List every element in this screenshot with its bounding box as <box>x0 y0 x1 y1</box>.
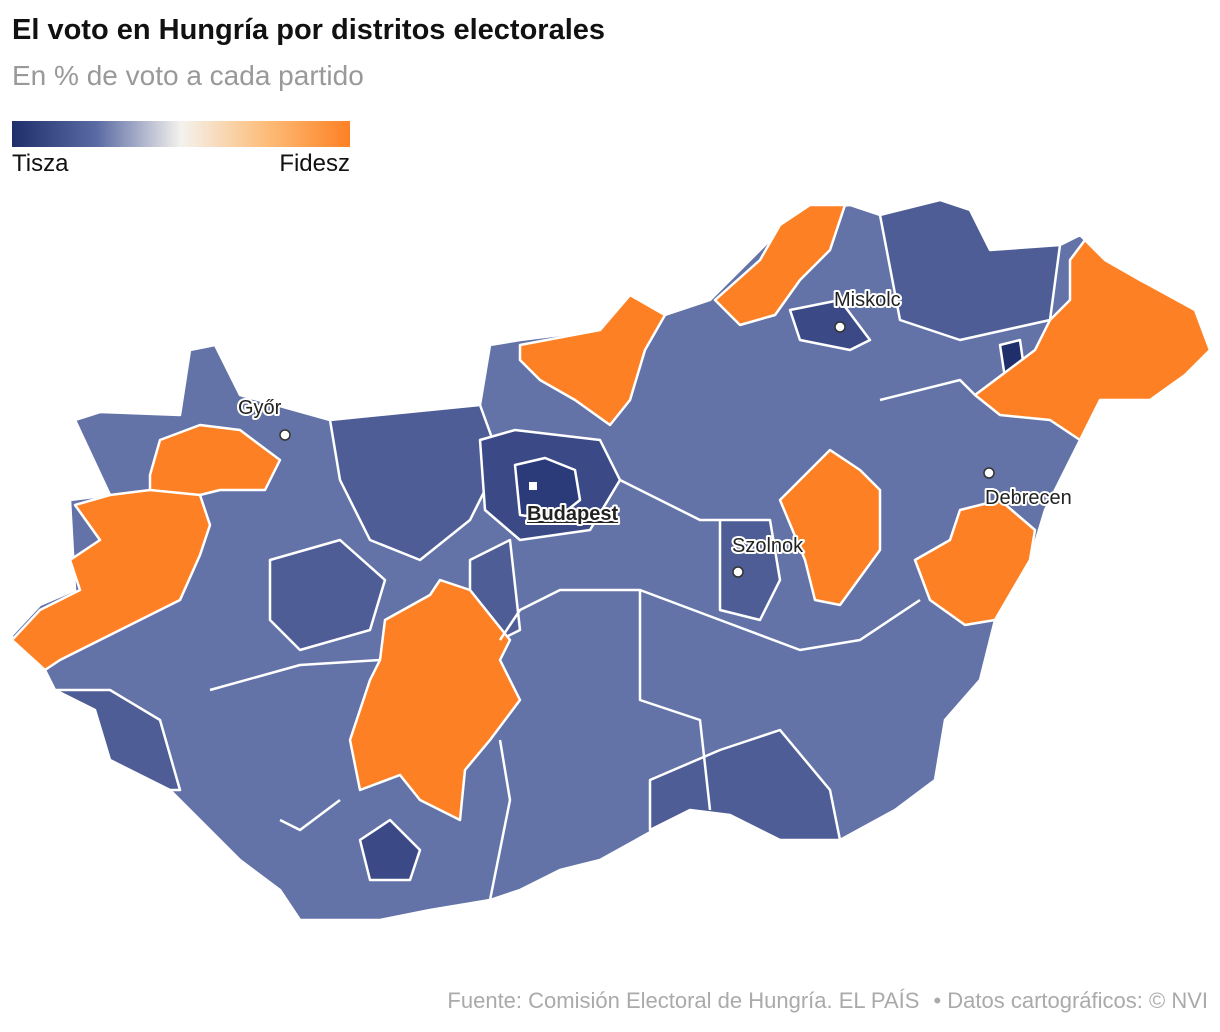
city-label: Szolnok <box>732 535 804 557</box>
title: El voto en Hungría por distritos elector… <box>12 14 606 46</box>
footer: Fuente: Comisión Electoral de Hungría. E… <box>447 988 1208 1014</box>
city-label: Győr <box>238 397 282 419</box>
city-label: Debrecen <box>985 487 1072 509</box>
city-dot <box>983 467 995 479</box>
legend-right: Fidesz <box>279 150 350 177</box>
city-dot <box>732 566 744 578</box>
city-label: Budapest <box>527 503 618 525</box>
source: Fuente: Comisión Electoral de Hungría. E… <box>447 988 920 1013</box>
city-markers <box>279 321 995 578</box>
city-dot <box>529 482 537 490</box>
legend-left: Tisza <box>12 150 69 177</box>
city-dot <box>279 429 291 441</box>
regions <box>10 198 1212 922</box>
credit: • Datos cartográficos: © NVI <box>933 988 1208 1013</box>
city-dot <box>834 321 846 333</box>
subtitle: En % de voto a cada partido <box>12 60 364 91</box>
city-label: Miskolc <box>834 289 901 311</box>
legend-scale <box>12 121 350 147</box>
